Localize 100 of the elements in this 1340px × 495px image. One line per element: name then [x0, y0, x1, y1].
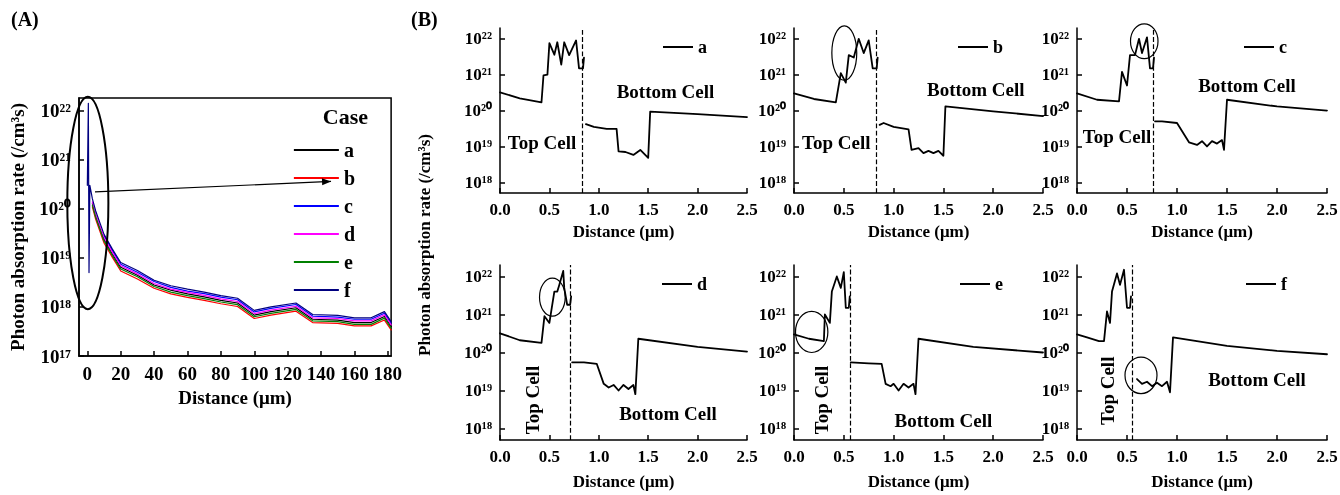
y-axis-title: Photon absorption rate (/cm³s): [7, 103, 29, 351]
x-tick-label: 1.5: [637, 200, 659, 220]
x-tick-label: 0.0: [489, 447, 511, 466]
x-tick-label: 1.5: [932, 447, 955, 466]
y-tick-label: 10²⁰: [463, 101, 492, 121]
y-tick-label: 10²²: [464, 29, 492, 49]
y-tick-label: 10²¹: [758, 304, 786, 324]
legend-label: c: [1279, 37, 1288, 57]
legend-label: a: [343, 139, 354, 161]
x-tick-label: 2.5: [1316, 200, 1338, 220]
x-tick-label: 2.5: [1032, 447, 1054, 466]
x-tick-label: 2.5: [1032, 200, 1054, 220]
y-tick-label: 10¹⁹: [1041, 136, 1069, 156]
x-tick-label: 1.0: [588, 200, 610, 220]
x-axis-title: Distance (μm): [867, 222, 970, 241]
x-tick-label: 2.5: [1316, 447, 1338, 466]
x-tick-label: 1.0: [588, 447, 610, 466]
y-tick-label: 10²⁰: [757, 343, 786, 362]
x-tick-label: 0.0: [1066, 200, 1088, 220]
y-tick-label: 10²²: [1041, 29, 1069, 49]
legend-title: Case: [322, 103, 369, 129]
y-tick-label: 10²¹: [464, 304, 492, 324]
x-tick-label: 20: [111, 363, 131, 384]
y-tick-label: 10¹⁹: [758, 136, 786, 156]
x-tick-label: 0.0: [1066, 447, 1088, 466]
line-series: [86, 102, 392, 323]
x-tick-label: 1.5: [932, 200, 955, 220]
y-tick-label: 10²²: [1041, 266, 1069, 286]
annotation: Top Cell: [802, 132, 871, 154]
x-tick-label: 0.5: [1116, 447, 1138, 466]
x-tick-label: 1.0: [1166, 200, 1188, 220]
y-tick-label: 10²⁰: [1040, 343, 1069, 362]
annotation: Top Cell: [521, 365, 543, 435]
x-tick-label: 40: [144, 363, 164, 384]
y-tick-label: 10¹⁹: [758, 381, 786, 401]
x-tick-label: 0.5: [833, 200, 855, 220]
x-tick-label: 80: [211, 363, 231, 384]
x-tick-label: 0.0: [783, 200, 805, 220]
y-tick-label: 10²²: [464, 266, 492, 286]
y-tick-label: 10²¹: [758, 65, 786, 85]
x-axis-title: Distance (μm): [867, 472, 970, 491]
x-tick-label: 2.0: [982, 200, 1004, 220]
x-tick-label: 60: [177, 363, 197, 384]
x-tick-label: 1.5: [1216, 447, 1238, 466]
legend-label: b: [992, 37, 1003, 57]
x-tick-label: 2.5: [736, 447, 758, 466]
annotation: Bottom Cell: [1208, 369, 1306, 391]
chart-title: (B): [411, 8, 438, 31]
y-tick-label: 10²¹: [464, 65, 492, 85]
annotation: Top Cell: [507, 132, 577, 154]
annotation: Bottom Cell: [616, 80, 715, 102]
legend-label: a: [698, 37, 707, 57]
annotation: Top Cell: [810, 365, 832, 435]
y-tick-label: 10²²: [758, 266, 786, 286]
x-axis-title: Distance (μm): [572, 472, 675, 491]
x-tick-label: 160: [340, 363, 369, 384]
x-tick-label: 140: [306, 363, 336, 384]
y-tick-label: 10²⁰: [757, 101, 786, 121]
x-tick-label: 1.5: [1216, 200, 1238, 220]
legend-label: d: [343, 223, 355, 245]
x-tick-label: 100: [240, 363, 269, 384]
y-tick-label: 10¹⁸: [1041, 172, 1069, 192]
chart-title: (A): [11, 8, 39, 31]
x-tick-label: 2.0: [1266, 447, 1288, 466]
x-tick-label: 2.5: [736, 200, 758, 220]
annotation: Bottom Cell: [926, 78, 1025, 100]
x-tick-label: 0.5: [538, 200, 561, 220]
y-tick-label: 10¹⁸: [464, 419, 492, 439]
y-tick-label: 10²⁰: [463, 343, 492, 362]
annotation: Bottom Cell: [1198, 74, 1296, 96]
x-tick-label: 0.0: [489, 200, 511, 220]
x-tick-label: 2.0: [982, 447, 1004, 466]
annotation: Bottom Cell: [619, 402, 717, 424]
x-tick-label: 2.0: [686, 200, 709, 220]
legend-label: d: [696, 274, 707, 294]
annotation: Bottom Cell: [894, 409, 993, 431]
legend-label: f: [343, 279, 351, 301]
x-tick-label: 1.0: [1166, 447, 1188, 466]
x-tick-label: 2.0: [686, 447, 709, 466]
y-tick-label: 10²²: [40, 100, 72, 122]
y-tick-label: 10²⁰: [1040, 101, 1069, 121]
legend-label: e: [995, 274, 1004, 294]
y-tick-label: 10²¹: [1041, 304, 1069, 324]
y-tick-label: 10²²: [758, 29, 786, 49]
x-tick-label: 1.5: [637, 447, 659, 466]
x-tick-label: 0.0: [783, 447, 805, 466]
y-tick-label: 10¹⁸: [758, 419, 786, 439]
y-tick-label: 10²¹: [1041, 65, 1069, 85]
y-tick-label: 10¹⁸: [40, 296, 72, 318]
y-tick-label: 10¹⁸: [1041, 419, 1069, 439]
x-tick-label: 1.0: [882, 447, 905, 466]
x-tick-label: 0.5: [1116, 200, 1138, 220]
x-tick-label: 180: [373, 363, 403, 384]
y-tick-label: 10¹⁹: [464, 136, 492, 156]
y-tick-label: 10¹⁹: [1041, 381, 1069, 401]
x-axis-title: Distance (μm): [1151, 472, 1253, 491]
legend-label: b: [343, 167, 355, 189]
legend-label: f: [1281, 274, 1289, 294]
x-axis-title: Distance (μm): [178, 386, 292, 409]
legend-label: e: [343, 251, 353, 273]
